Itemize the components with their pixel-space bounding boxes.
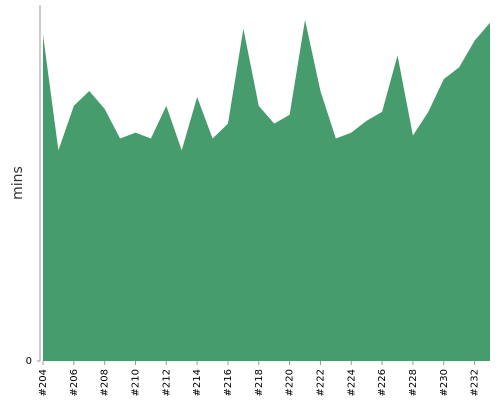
x-tick-label: #228: [408, 369, 419, 396]
x-tick-label: #208: [100, 369, 111, 396]
y-axis-label: mins: [10, 166, 26, 200]
area: [43, 19, 490, 361]
x-tick-label: #230: [439, 369, 450, 396]
y-tick-label: 0: [26, 356, 32, 367]
x-tick-label: #218: [254, 369, 265, 396]
x-tick-label: #206: [69, 369, 80, 396]
x-tick-label: #212: [161, 369, 172, 396]
x-tick-label: #214: [192, 369, 203, 396]
x-tick-label: #226: [377, 369, 388, 396]
x-tick-label: #224: [346, 369, 357, 396]
x-tick-label: #210: [130, 369, 141, 396]
x-tick-label: #204: [38, 369, 49, 396]
x-tick-label: #220: [285, 369, 296, 396]
x-tick-label: #232: [470, 369, 481, 396]
x-tick-label: #222: [315, 369, 326, 396]
x-tick-label: #216: [223, 369, 234, 396]
